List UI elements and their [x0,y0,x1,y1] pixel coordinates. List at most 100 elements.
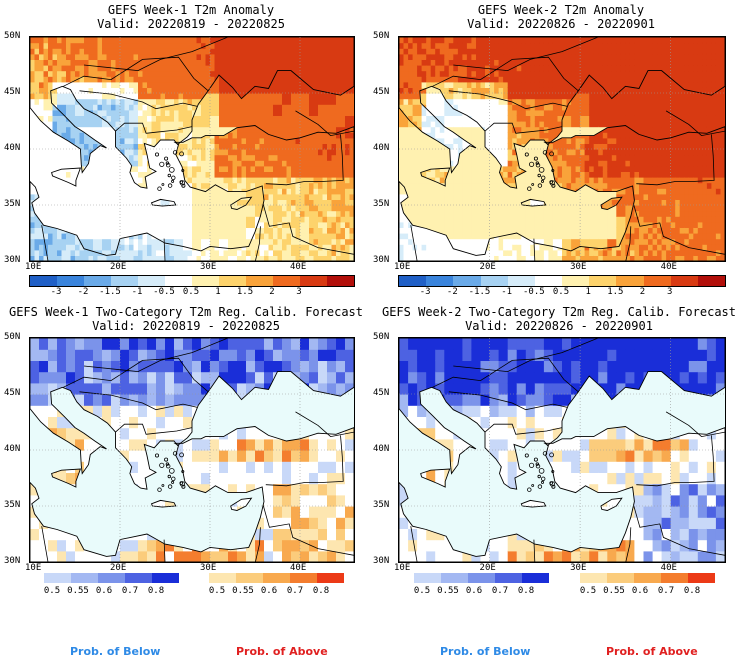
coastline-south [399,426,725,562]
longitude-label: 30E [570,262,587,272]
colorbar-label: -2 [446,287,458,297]
aegean-island [172,451,178,456]
prob-swatch [688,573,715,583]
latitude-label: 30N [373,556,390,566]
colorbar-swatch [480,276,508,286]
longitude-label: 20E [479,262,496,272]
aegean-island [165,463,171,469]
latitude-label: 40N [373,444,390,454]
aegean-island [540,175,546,180]
prob-swatch [236,573,263,583]
prob-swatch [414,573,441,583]
prob-above-caption-week2: Prob. of Above [606,645,698,658]
longitude-label: 40E [660,262,677,272]
prob-swatch [44,573,71,583]
aegean-island [167,474,171,479]
aegean-island [171,476,176,481]
prob-swatch [152,573,179,583]
aegean-island [524,152,529,157]
island-coast [420,468,451,488]
country-border [432,56,579,92]
prob-swatch [468,573,495,583]
country-border [399,526,418,562]
prob-label: 0.55 [232,586,254,596]
country-border [636,134,715,186]
colorbar-swatch [192,276,219,286]
aegean-island [164,457,169,462]
longitude-label: 30E [570,563,587,573]
colorbar-swatch [30,276,57,286]
colorbar-swatch [616,276,644,286]
country-border [265,435,344,487]
colorbar-label: -0.5 [522,287,545,297]
aegean-island [179,452,185,458]
panel4-title-line2: Valid: 20220826 - 20220901 [465,319,653,333]
country-border [63,56,209,92]
colorbar-swatch [57,276,84,286]
aegean-island [531,484,535,487]
latitude-label: 30N [373,255,390,265]
country-border [448,90,568,110]
aegean-island [172,150,178,155]
aegean-island [167,484,173,489]
aegean-island [169,468,175,474]
prob-label: 0.7 [286,586,304,596]
map-week2-anomaly [398,36,726,262]
aegean-island [542,451,548,456]
country-border [399,225,418,261]
panel2-title: GEFS Week-2 T2m Anomaly Valid: 20220826 … [398,3,724,31]
aegean-island [181,168,185,172]
country-border [484,122,563,134]
aegean-island [540,179,544,183]
prob-label: 0.8 [147,586,165,596]
aegean-island [167,183,173,188]
prob-label: 0.7 [657,586,675,596]
colorbar-swatch [327,276,354,286]
longitude-label: 20E [479,563,496,573]
prob-swatch [209,573,236,583]
prob-label: 0.6 [95,586,113,596]
prob-label: 0.55 [437,586,459,596]
colorbar-label: 2 [639,287,646,297]
aegean-island [538,468,545,474]
panel2-title-line1: GEFS Week-2 T2m Anomaly [477,3,645,17]
colorbar-label: 3 [666,287,673,297]
aegean-island [179,180,184,184]
anomaly-colorbar-week2 [398,275,726,287]
colorbar-swatch [219,276,246,286]
longitude-label: 10E [25,563,42,573]
aegean-island [538,167,545,173]
prob-label: 0.7 [491,586,509,596]
country-border [633,203,725,255]
latitude-label: 35N [373,500,390,510]
country-border [432,357,579,393]
country-border [83,37,229,72]
colorbar-label: -0.5 [153,287,175,297]
prob-swatch [125,573,152,583]
island-coast [600,497,623,511]
colorbar-label: 3 [296,287,302,297]
colorbar-label: 2 [269,287,275,297]
prob-label: 0.8 [312,586,330,596]
longitude-label: 10E [25,262,42,272]
country-border [633,504,725,556]
latitude-label: 50N [373,31,390,41]
aegean-island [537,474,541,479]
colorbar-label: -1 [131,287,143,297]
colorbar-swatch [670,276,698,286]
panel4-title-line1: GEFS Week-2 Two-Category T2m Reg. Calib.… [381,305,736,319]
island-coast [51,167,82,187]
longitude-label: 20E [110,563,127,573]
latitude-label: 50N [4,332,21,342]
prob-below-colorbar-week1 [44,573,179,583]
aegean-island [549,151,555,157]
prob-label: 0.5 [579,586,597,596]
colorbar-label: 1.5 [236,287,254,297]
prob-label: 0.5 [413,586,431,596]
country-border [625,527,632,562]
prob-below-colorbar-week2 [414,573,549,583]
colorbar-swatch [84,276,111,286]
aegean-island [535,462,539,466]
prob-label: 0.55 [67,586,89,596]
latitude-label: 45N [373,87,390,97]
